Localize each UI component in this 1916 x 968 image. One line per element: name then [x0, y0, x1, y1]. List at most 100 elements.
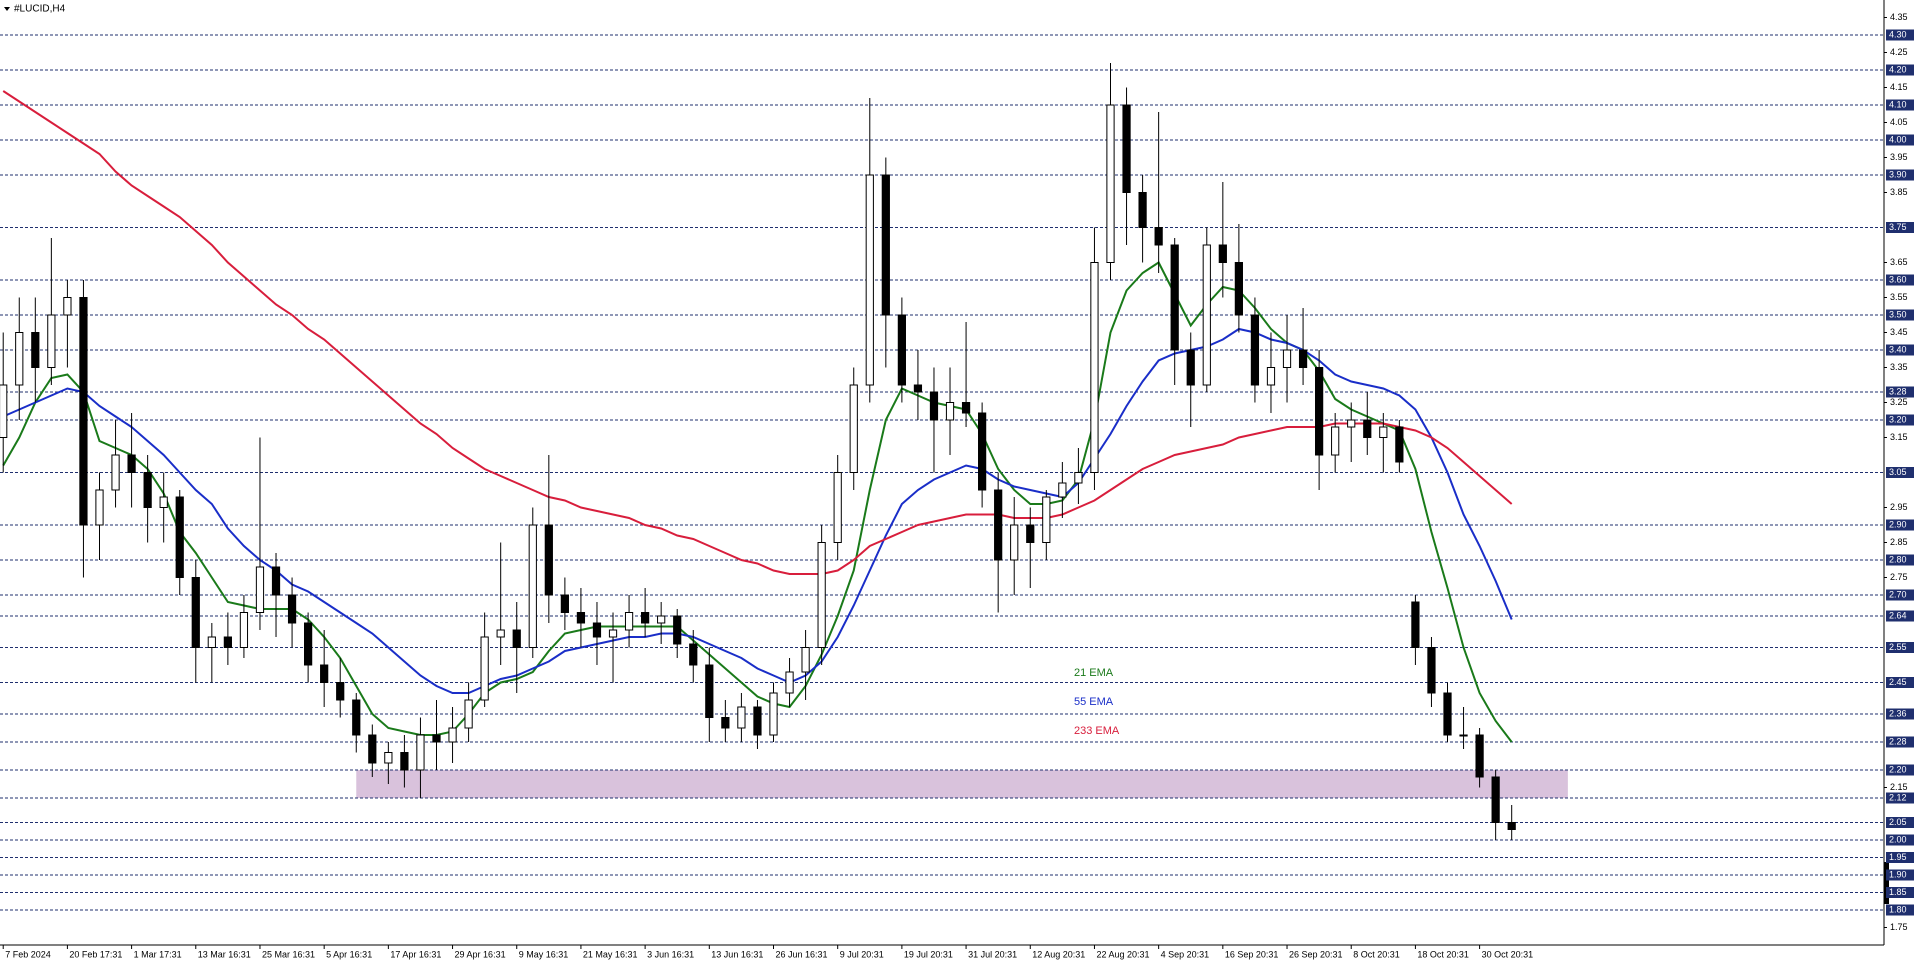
- level-label-box: [1886, 386, 1914, 398]
- y-tick-label: 4.35: [1890, 12, 1908, 22]
- candle-body: [1363, 419, 1372, 438]
- candle-body: [1507, 822, 1516, 830]
- level-label-box: [1886, 519, 1914, 531]
- y-tick-label: 3.55: [1890, 292, 1908, 302]
- y-tick-label: 3.65: [1890, 257, 1908, 267]
- candle-body: [416, 734, 425, 771]
- candle-body: [336, 682, 345, 701]
- x-tick-label: 29 Apr 16:31: [455, 949, 506, 959]
- level-label-box: [1886, 467, 1914, 478]
- x-tick-label: 16 Sep 20:31: [1225, 949, 1279, 959]
- level-label-box: [1886, 169, 1914, 181]
- level-label-box: [1886, 309, 1914, 321]
- level-label: 3.05: [1889, 467, 1907, 477]
- candle-body: [657, 615, 666, 624]
- x-tick-label: 13 Mar 16:31: [198, 949, 251, 959]
- candle-body: [1122, 104, 1131, 193]
- x-tick-label: 13 Jun 16:31: [711, 949, 763, 959]
- candle-body: [753, 706, 762, 736]
- ema-label: 21 EMA: [1074, 667, 1114, 679]
- level-label-box: [1886, 817, 1914, 828]
- y-tick-label: 3.25: [1890, 397, 1908, 407]
- level-label: 2.80: [1889, 554, 1907, 564]
- candle-body: [1074, 472, 1083, 484]
- candle-body: [223, 636, 232, 648]
- level-label-box: [1886, 852, 1914, 863]
- menu-arrow[interactable]: [4, 7, 10, 11]
- level-label: 1.90: [1889, 869, 1907, 879]
- x-tick-label: 26 Sep 20:31: [1289, 949, 1343, 959]
- candle-body: [127, 454, 136, 473]
- x-tick-label: 18 Oct 20:31: [1417, 949, 1469, 959]
- level-label-box: [1886, 887, 1914, 898]
- candle-body: [304, 622, 313, 666]
- y-tick-label: 3.15: [1890, 432, 1908, 442]
- candle-body: [1138, 192, 1147, 228]
- level-label: 2.90: [1889, 519, 1907, 529]
- candle-body: [1026, 524, 1035, 543]
- candle-body: [849, 384, 858, 473]
- y-tick-label: 2.85: [1890, 537, 1908, 547]
- level-label: 3.60: [1889, 274, 1907, 284]
- candle-body: [721, 717, 730, 729]
- candle-body: [865, 174, 874, 386]
- y-tick-label: 1.75: [1890, 922, 1908, 932]
- candle-body: [1379, 426, 1388, 438]
- y-tick-label: 3.45: [1890, 327, 1908, 337]
- x-tick-label: 7 Feb 2024: [5, 949, 51, 959]
- level-label: 2.05: [1889, 817, 1907, 827]
- candle-body: [1443, 692, 1452, 736]
- candle-body: [1491, 776, 1500, 823]
- level-label-box: [1886, 64, 1914, 76]
- candle-body: [239, 612, 249, 648]
- level-label: 2.28: [1889, 736, 1907, 746]
- x-tick-label: 5 Apr 16:31: [326, 949, 372, 959]
- level-label-box: [1886, 642, 1914, 653]
- level-label: 2.12: [1889, 792, 1907, 802]
- level-label: 2.00: [1889, 834, 1907, 844]
- level-label: 2.64: [1889, 610, 1907, 620]
- candle-body: [79, 297, 88, 526]
- candle-body: [432, 734, 441, 743]
- level-label-box: [1886, 344, 1914, 356]
- candle-body: [1010, 524, 1019, 561]
- level-label: 2.20: [1889, 764, 1907, 774]
- level-label: 3.75: [1889, 222, 1907, 232]
- ema-line: [2, 90, 1513, 575]
- level-label: 1.85: [1889, 887, 1907, 897]
- y-tick-label: 3.95: [1890, 152, 1908, 162]
- candle-body: [592, 622, 602, 638]
- candle-body: [143, 472, 152, 508]
- candle-body: [1154, 227, 1163, 246]
- candle-body: [1042, 496, 1051, 543]
- level-label: 4.10: [1889, 99, 1907, 109]
- chart-title: #LUCID,H4: [14, 4, 66, 15]
- candle-body: [384, 752, 393, 764]
- candle-body: [448, 727, 457, 743]
- x-tick-label: 31 Jul 20:31: [968, 949, 1017, 959]
- candle-body: [1058, 482, 1067, 498]
- y-tick-label: 4.25: [1890, 47, 1908, 57]
- candle-body: [0, 384, 8, 438]
- candle-body: [1347, 419, 1356, 428]
- candle-body: [207, 636, 216, 648]
- candle-body: [913, 384, 923, 393]
- x-tick-label: 25 Mar 16:31: [262, 949, 315, 959]
- candle-body: [1298, 349, 1308, 368]
- candle-body: [496, 629, 505, 638]
- candle-body: [111, 454, 120, 491]
- ema-label: 233 EMA: [1074, 725, 1120, 737]
- y-tick-label: 2.15: [1890, 782, 1908, 792]
- candle-body: [47, 314, 56, 368]
- level-label-box: [1886, 99, 1914, 111]
- candle-body: [255, 566, 265, 613]
- candle-body: [1331, 426, 1340, 456]
- candle-body: [881, 174, 890, 316]
- candle-body: [31, 332, 40, 368]
- candle-body: [737, 706, 746, 729]
- candle-body: [1459, 734, 1468, 737]
- level-label-box: [1886, 904, 1914, 916]
- candle-body: [400, 752, 409, 771]
- candle-body: [159, 496, 168, 508]
